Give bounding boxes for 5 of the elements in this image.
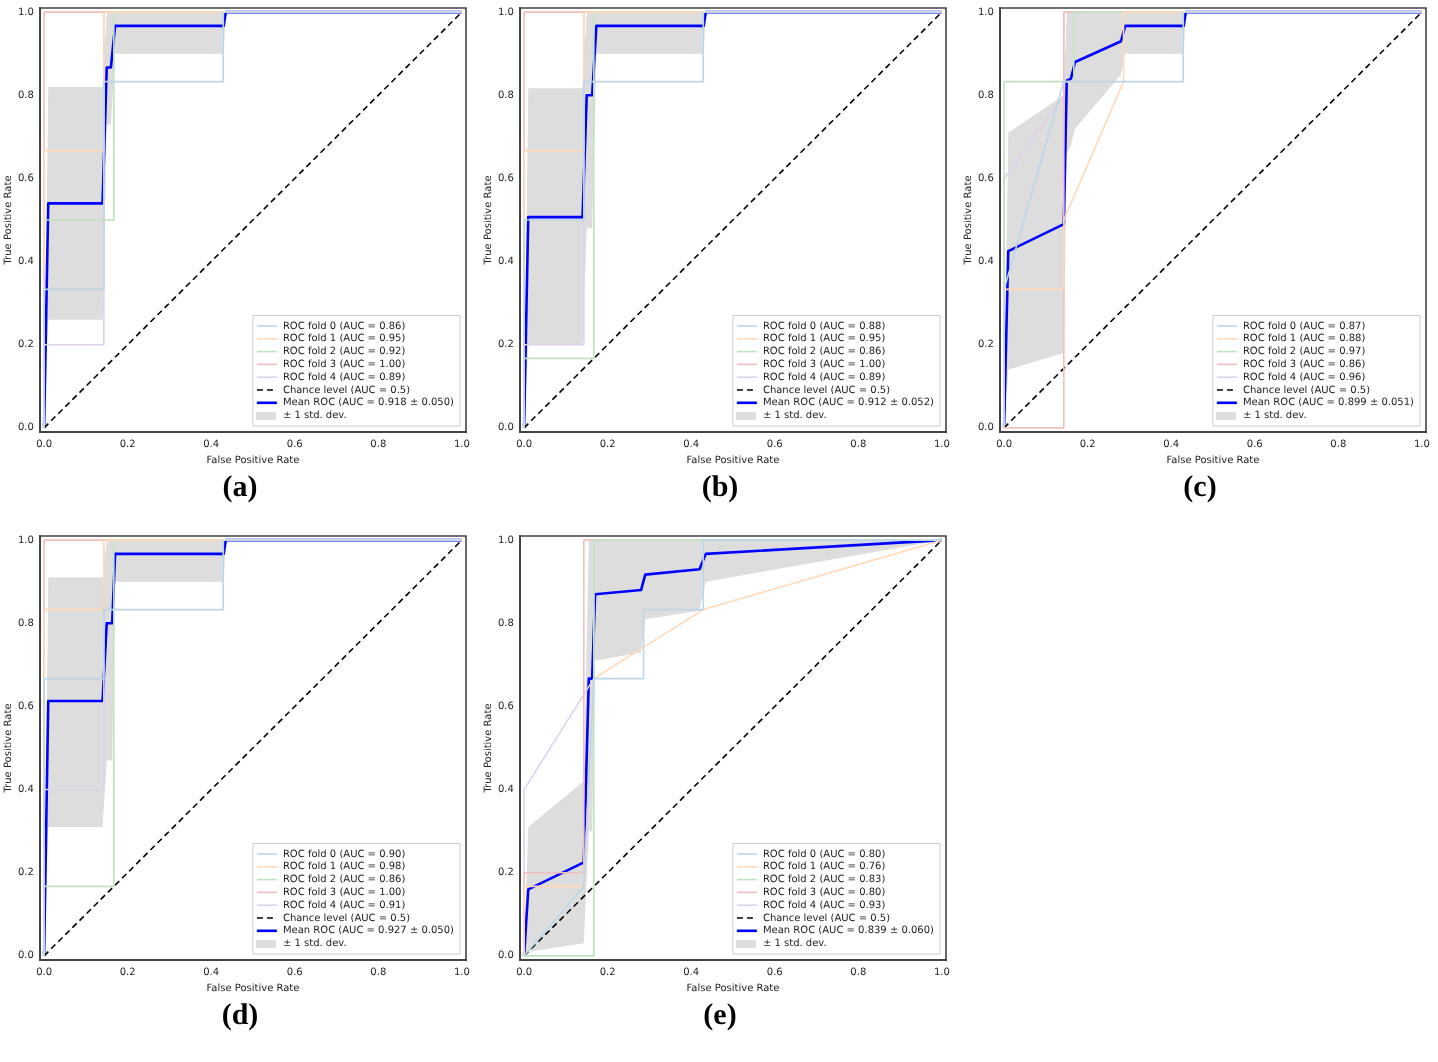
text: (d) [219,1000,261,1034]
text: (b) [699,472,741,506]
text: (e) [701,1000,739,1034]
text: (c) [1181,472,1219,506]
text: (a) [220,472,260,506]
